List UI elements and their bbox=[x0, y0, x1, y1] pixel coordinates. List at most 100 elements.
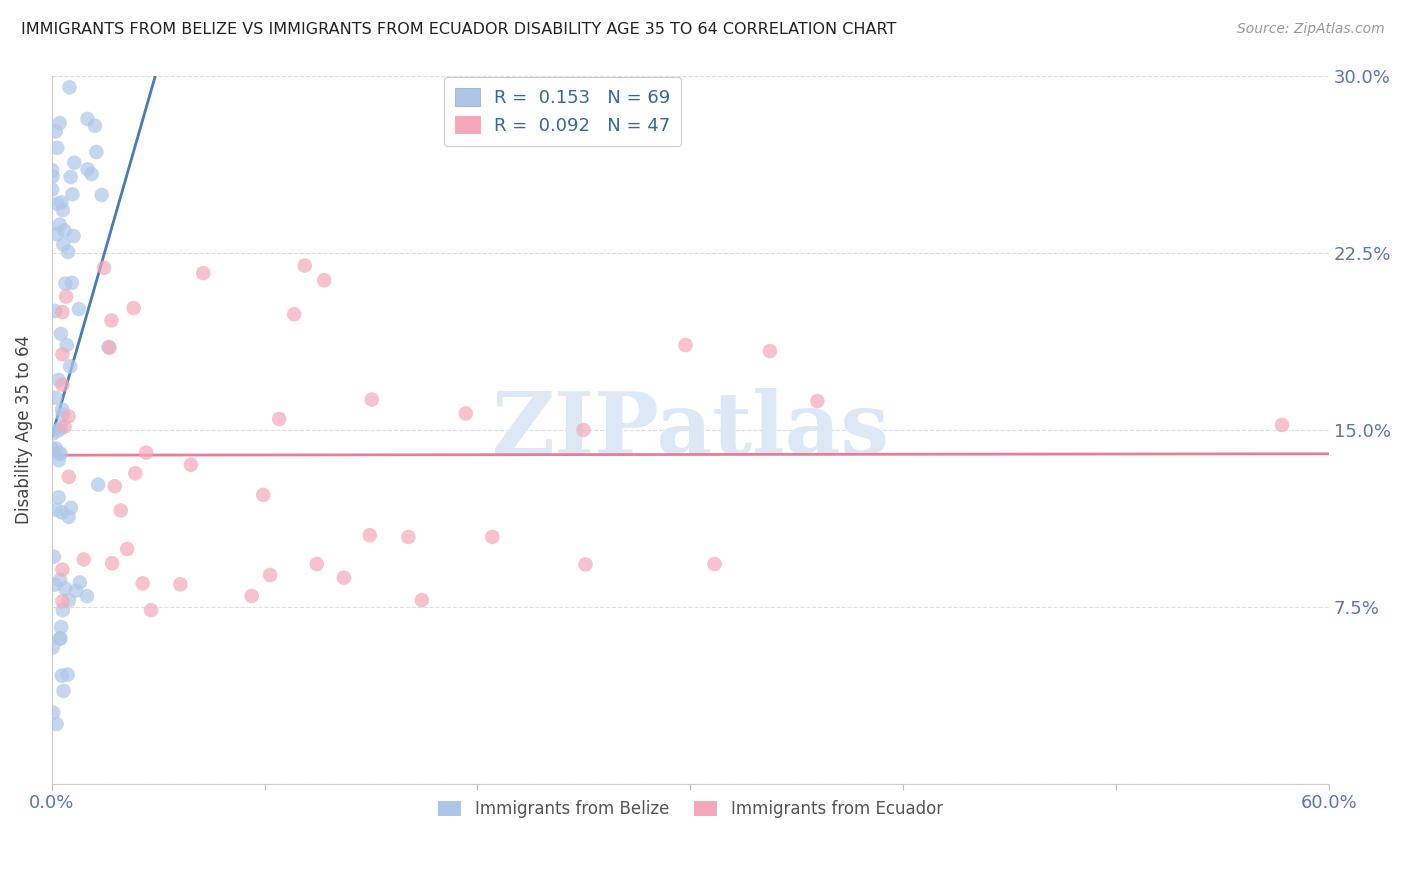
Point bbox=[454, 407, 477, 421]
Point bbox=[806, 394, 828, 409]
Point bbox=[65, 583, 87, 598]
Point bbox=[53, 582, 76, 596]
Point bbox=[1271, 417, 1294, 432]
Point bbox=[42, 640, 65, 655]
Point bbox=[193, 266, 215, 280]
Point bbox=[58, 409, 80, 424]
Point bbox=[42, 442, 65, 457]
Point bbox=[41, 169, 63, 184]
Point bbox=[49, 573, 72, 587]
Point bbox=[69, 575, 91, 590]
Point bbox=[52, 203, 75, 218]
Point bbox=[51, 305, 73, 319]
Point bbox=[131, 576, 153, 591]
Point bbox=[41, 183, 63, 197]
Point bbox=[62, 187, 84, 202]
Point bbox=[269, 412, 291, 426]
Point bbox=[52, 237, 75, 252]
Point bbox=[60, 276, 83, 290]
Point bbox=[572, 423, 595, 437]
Point bbox=[100, 313, 122, 327]
Point bbox=[703, 557, 725, 571]
Point bbox=[51, 562, 73, 576]
Point bbox=[76, 589, 98, 603]
Point bbox=[45, 227, 67, 242]
Point bbox=[58, 509, 80, 524]
Point bbox=[48, 445, 70, 459]
Point bbox=[51, 402, 73, 417]
Point bbox=[52, 408, 75, 422]
Point bbox=[283, 307, 305, 321]
Point bbox=[51, 195, 73, 210]
Point bbox=[90, 188, 112, 202]
Point bbox=[360, 392, 382, 407]
Point bbox=[42, 706, 65, 720]
Point bbox=[52, 603, 75, 617]
Point bbox=[169, 577, 191, 591]
Point bbox=[104, 479, 127, 493]
Point bbox=[52, 684, 75, 698]
Point bbox=[42, 426, 65, 441]
Point bbox=[42, 549, 65, 564]
Legend: Immigrants from Belize, Immigrants from Ecuador: Immigrants from Belize, Immigrants from … bbox=[432, 794, 949, 825]
Point bbox=[76, 162, 98, 177]
Point bbox=[139, 603, 162, 617]
Point bbox=[51, 668, 73, 682]
Point bbox=[48, 116, 70, 130]
Point bbox=[45, 442, 67, 456]
Point bbox=[115, 541, 138, 556]
Point bbox=[45, 124, 67, 138]
Point bbox=[259, 568, 281, 582]
Point bbox=[294, 259, 316, 273]
Point bbox=[124, 467, 146, 481]
Point bbox=[481, 530, 503, 544]
Point bbox=[49, 326, 72, 341]
Point bbox=[86, 145, 108, 159]
Point bbox=[56, 667, 79, 681]
Point bbox=[396, 530, 419, 544]
Text: Source: ZipAtlas.com: Source: ZipAtlas.com bbox=[1237, 22, 1385, 37]
Point bbox=[359, 528, 381, 542]
Point bbox=[110, 503, 132, 517]
Point bbox=[180, 458, 202, 472]
Point bbox=[48, 453, 70, 467]
Y-axis label: Disability Age 35 to 64: Disability Age 35 to 64 bbox=[15, 335, 32, 524]
Point bbox=[48, 373, 70, 387]
Point bbox=[45, 503, 67, 517]
Point bbox=[240, 589, 263, 603]
Point bbox=[44, 304, 66, 318]
Text: IMMIGRANTS FROM BELIZE VS IMMIGRANTS FROM ECUADOR DISABILITY AGE 35 TO 64 CORREL: IMMIGRANTS FROM BELIZE VS IMMIGRANTS FRO… bbox=[21, 22, 897, 37]
Point bbox=[675, 338, 697, 352]
Point bbox=[49, 632, 72, 646]
Point bbox=[48, 218, 70, 232]
Point bbox=[49, 421, 72, 435]
Point bbox=[58, 244, 80, 259]
Point bbox=[44, 391, 66, 405]
Text: ZIPatlas: ZIPatlas bbox=[491, 388, 889, 472]
Point bbox=[55, 289, 77, 303]
Point bbox=[73, 552, 96, 566]
Point bbox=[41, 163, 63, 178]
Point bbox=[63, 155, 86, 169]
Point bbox=[55, 277, 77, 291]
Point bbox=[574, 558, 596, 572]
Point bbox=[84, 119, 107, 133]
Point bbox=[59, 500, 82, 515]
Point bbox=[305, 557, 328, 571]
Point bbox=[411, 593, 433, 607]
Point bbox=[93, 260, 115, 275]
Point bbox=[45, 717, 67, 731]
Point bbox=[62, 229, 84, 244]
Point bbox=[58, 80, 80, 95]
Point bbox=[53, 419, 76, 434]
Point bbox=[46, 424, 69, 438]
Point bbox=[59, 359, 82, 374]
Point bbox=[97, 340, 120, 354]
Point bbox=[51, 347, 73, 361]
Point bbox=[67, 301, 90, 316]
Point bbox=[51, 594, 73, 608]
Point bbox=[55, 338, 77, 352]
Point bbox=[76, 112, 98, 126]
Point bbox=[51, 377, 73, 392]
Point bbox=[58, 470, 80, 484]
